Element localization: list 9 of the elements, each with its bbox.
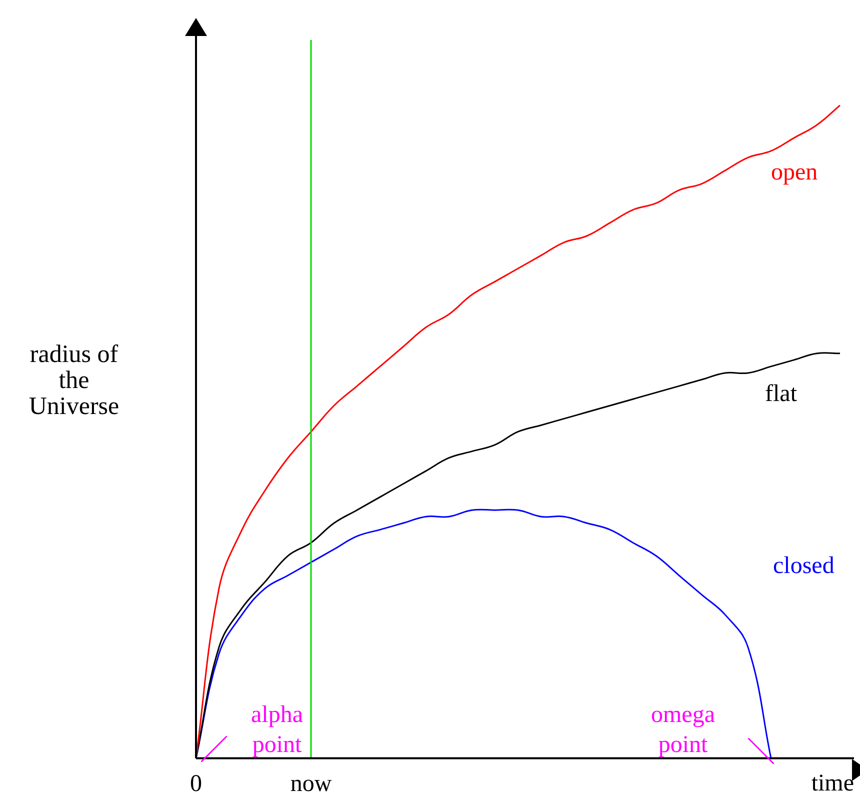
x-tick-label: 0: [190, 770, 202, 797]
annotation: omega point: [650, 701, 716, 760]
x-axis-title: time: [811, 770, 854, 796]
series-label: open: [771, 159, 818, 186]
text: closed: [773, 552, 834, 579]
series-label: flat: [765, 380, 798, 407]
y-axis-title: radius of the Universe: [28, 341, 120, 420]
annotation: alpha point: [250, 701, 304, 760]
x-tick-label: now: [290, 770, 332, 797]
